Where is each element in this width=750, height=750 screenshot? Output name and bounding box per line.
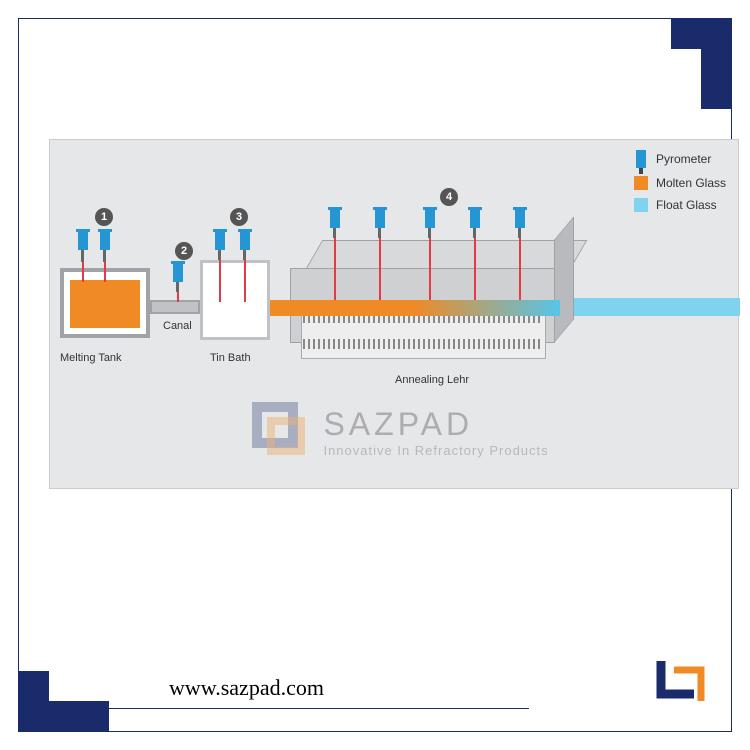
glass-transition-strip bbox=[350, 300, 560, 316]
pyrometer-stem bbox=[378, 228, 381, 238]
stage-number-2: 2 bbox=[175, 242, 193, 260]
lehr-side-face bbox=[554, 216, 574, 343]
pyrometer-stem bbox=[518, 228, 521, 238]
frame-border: Pyrometer Molten Glass Float Glass bbox=[18, 18, 732, 732]
stage-label-melting: Melting Tank bbox=[60, 352, 122, 364]
pyrometer-stem bbox=[81, 250, 84, 262]
url-underline bbox=[109, 708, 529, 710]
pyrometer-beam bbox=[519, 238, 521, 300]
molten-swatch-icon bbox=[634, 176, 648, 190]
corner-decoration-tr bbox=[671, 19, 731, 79]
pyrometer-beam bbox=[82, 262, 84, 282]
lehr-roller-bottom bbox=[303, 339, 543, 349]
pyrometer-icon bbox=[330, 210, 340, 228]
pyrometer-icon bbox=[78, 232, 88, 250]
pyrometer-beam bbox=[177, 292, 179, 302]
pyrometer-icon bbox=[100, 232, 110, 250]
legend-float: Float Glass bbox=[634, 198, 726, 212]
pyrometer-beam bbox=[104, 262, 106, 282]
pyrometer-beam bbox=[379, 238, 381, 300]
pyrometer-icon bbox=[636, 150, 646, 168]
pyrometer-beam bbox=[244, 260, 246, 302]
corner-logo-icon bbox=[656, 656, 706, 706]
stage-number-1: 1 bbox=[95, 208, 113, 226]
legend-label: Float Glass bbox=[656, 198, 717, 212]
pyrometer-beam bbox=[429, 238, 431, 300]
pyrometer-beam bbox=[219, 260, 221, 302]
stage-label-tinbath: Tin Bath bbox=[210, 352, 251, 364]
molten-fill bbox=[70, 280, 140, 328]
pyrometer-beam bbox=[334, 238, 336, 300]
stage-number-4: 4 bbox=[440, 188, 458, 206]
lehr-top-face bbox=[305, 240, 587, 270]
pyrometer-icon bbox=[375, 210, 385, 228]
watermark-title: SAZPAD bbox=[323, 406, 548, 443]
float-swatch-icon bbox=[634, 198, 648, 212]
pyrometer-stem bbox=[176, 282, 179, 292]
watermark-subtitle: Innovative In Refractory Products bbox=[323, 443, 548, 458]
legend-pyrometer: Pyrometer bbox=[634, 150, 726, 168]
legend-label: Molten Glass bbox=[656, 176, 726, 190]
tin-bath bbox=[200, 260, 270, 340]
pyrometer-stem bbox=[473, 228, 476, 238]
pyrometer-icon bbox=[173, 264, 183, 282]
website-url: www.sazpad.com bbox=[169, 675, 324, 701]
pyrometer-icon bbox=[215, 232, 225, 250]
pyrometer-icon bbox=[470, 210, 480, 228]
pyrometer-icon bbox=[240, 232, 250, 250]
pyrometer-beam bbox=[474, 238, 476, 300]
canal bbox=[150, 300, 200, 314]
legend-label: Pyrometer bbox=[656, 152, 711, 166]
watermark: SAZPAD Innovative In Refractory Products bbox=[249, 399, 549, 464]
pyrometer-icon bbox=[425, 210, 435, 228]
legend-molten: Molten Glass bbox=[634, 176, 726, 190]
pyrometer-stem bbox=[243, 250, 246, 260]
legend: Pyrometer Molten Glass Float Glass bbox=[634, 150, 726, 220]
pyrometer-icon bbox=[515, 210, 525, 228]
stage-label-lehr: Annealing Lehr bbox=[395, 374, 469, 386]
pyrometer-stem bbox=[428, 228, 431, 238]
stage-number-3: 3 bbox=[230, 208, 248, 226]
pyrometer-stem bbox=[333, 228, 336, 238]
stage-label-canal: Canal bbox=[163, 320, 192, 332]
float-glass-output bbox=[555, 298, 740, 316]
watermark-logo-icon bbox=[249, 399, 309, 464]
pyrometer-stem bbox=[218, 250, 221, 260]
pyrometer-stem bbox=[103, 250, 106, 262]
